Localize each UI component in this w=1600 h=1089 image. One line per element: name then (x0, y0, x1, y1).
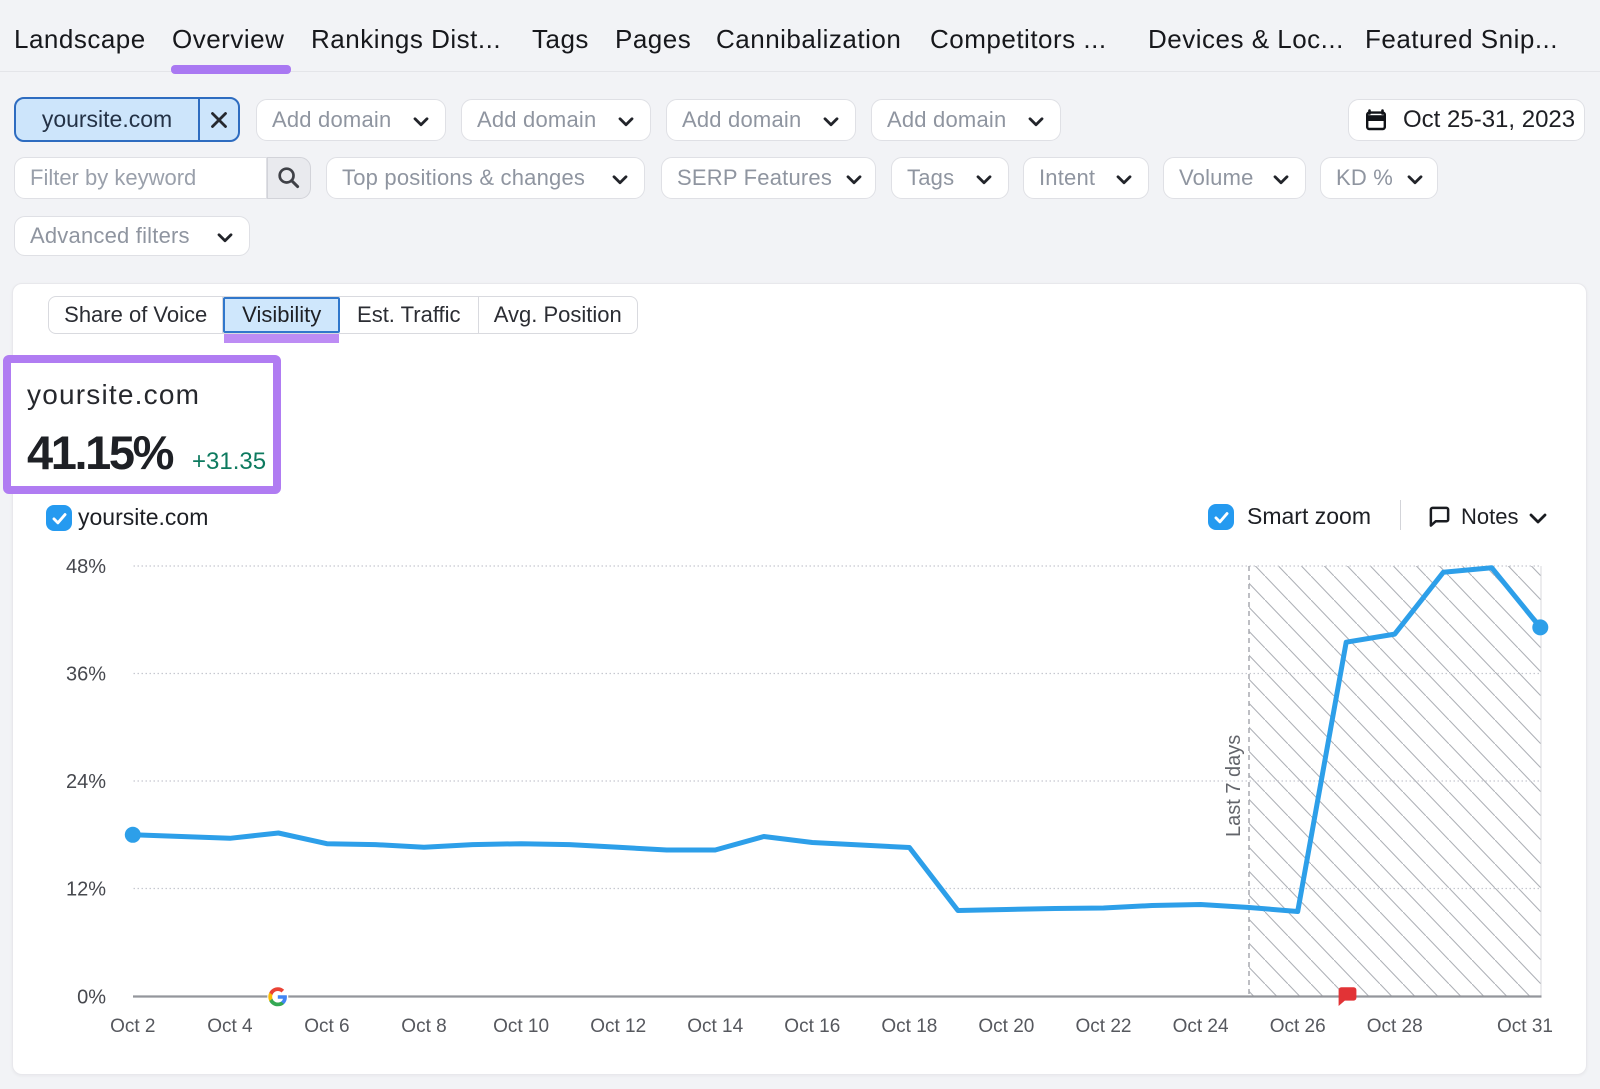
svg-text:Oct 14: Oct 14 (687, 1016, 743, 1037)
svg-text:Last 7 days: Last 7 days (1223, 735, 1245, 837)
svg-text:Oct 20: Oct 20 (978, 1016, 1034, 1037)
svg-text:Oct 6: Oct 6 (304, 1016, 349, 1037)
svg-text:24%: 24% (66, 771, 106, 793)
svg-text:Oct 8: Oct 8 (401, 1016, 446, 1037)
svg-text:Oct 18: Oct 18 (881, 1016, 937, 1037)
svg-text:36%: 36% (66, 664, 106, 686)
svg-text:Oct 10: Oct 10 (493, 1016, 549, 1037)
svg-text:48%: 48% (66, 556, 106, 578)
svg-text:0%: 0% (77, 987, 106, 1009)
svg-text:Oct 31: Oct 31 (1497, 1016, 1553, 1037)
svg-text:Oct 22: Oct 22 (1076, 1016, 1132, 1037)
svg-text:12%: 12% (66, 879, 106, 901)
svg-text:Oct 24: Oct 24 (1173, 1016, 1229, 1037)
svg-text:Oct 28: Oct 28 (1367, 1016, 1423, 1037)
svg-text:Oct 26: Oct 26 (1270, 1016, 1326, 1037)
svg-text:Oct 16: Oct 16 (784, 1016, 840, 1037)
svg-text:Oct 4: Oct 4 (207, 1016, 253, 1037)
svg-text:Oct 12: Oct 12 (590, 1016, 646, 1037)
svg-text:Oct 2: Oct 2 (110, 1016, 155, 1037)
